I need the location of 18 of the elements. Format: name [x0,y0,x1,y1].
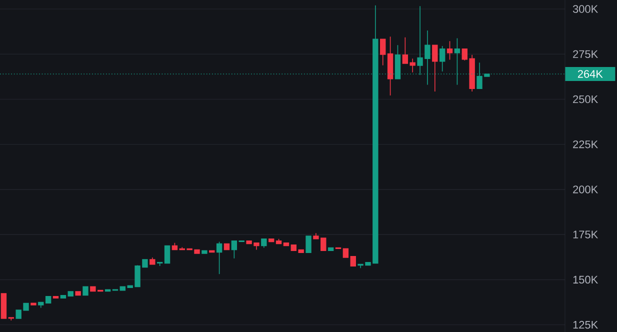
candlestick [446,40,453,60]
y-tick-label: 200K [573,186,598,194]
y-tick-label: 175K [573,230,598,238]
y-tick-label: 150K [573,276,598,284]
y-tick-label: 225K [573,140,598,148]
candlestick [164,245,170,264]
candlestick [306,236,312,254]
y-tick-label: 300K [572,5,598,13]
y-tick-label: 250K [573,95,598,104]
candlestick [432,44,438,92]
y-tick-label: 275K [573,50,598,58]
y-tick-label: 125K [573,320,598,329]
candlestick [350,256,356,267]
candlestick [380,38,386,66]
candlestick [231,240,238,259]
ref-line-label: 264K [578,70,603,78]
candlestick [439,46,446,72]
candlestick [216,241,222,274]
